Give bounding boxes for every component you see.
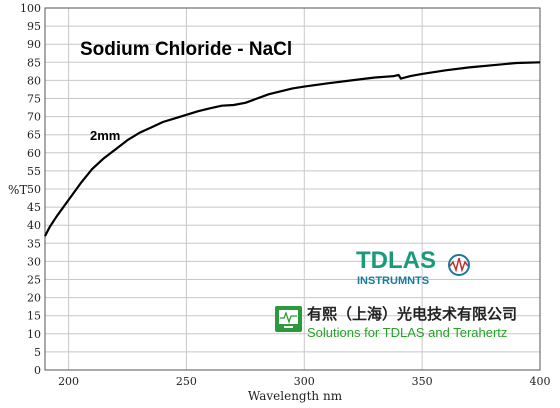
y-tick-label: 80 — [27, 74, 41, 87]
company-icon — [275, 306, 302, 332]
brand-subtitle: INSTRUMNTS — [357, 275, 429, 287]
y-tick-label: 35 — [27, 237, 41, 250]
y-tick-label: 85 — [27, 56, 41, 69]
y-tick-label: 100 — [20, 2, 41, 15]
y-tick-label: 65 — [27, 129, 41, 142]
y-tick-label: 5 — [34, 346, 41, 359]
y-tick-label: 95 — [27, 20, 41, 33]
y-axis-label: %T — [8, 183, 27, 197]
y-tick-label: 70 — [27, 111, 41, 124]
y-tick-labels: 0 5 10 15 20 25 30 35 40 45 50 55 60 65 70 75 80 85 90 95 10… — [20, 2, 41, 377]
company-name: 有熙（上海）光电技术有限公司 — [307, 305, 517, 323]
y-tick-label: 10 — [27, 328, 41, 341]
y-tick-label: 55 — [27, 165, 41, 178]
x-tick-label: 250 — [176, 375, 197, 388]
x-tick-label: 200 — [58, 375, 79, 388]
x-tick-label: 350 — [412, 375, 433, 388]
y-tick-label: 75 — [27, 93, 41, 106]
x-tick-label: 300 — [294, 375, 315, 388]
company-tagline: Solutions for TDLAS and Terahertz — [307, 325, 507, 340]
brand-name: TDLAS — [356, 247, 436, 274]
x-tick-labels: 200 250 300 350 400 — [58, 375, 550, 388]
thickness-annotation: 2mm — [90, 128, 120, 143]
y-tick-label: 20 — [27, 292, 41, 305]
y-tick-label: 45 — [27, 201, 41, 214]
series-line — [44, 61, 541, 237]
y-tick-label: 25 — [27, 274, 41, 287]
chart-title: Sodium Chloride - NaCl — [80, 39, 292, 60]
y-tick-label: 90 — [27, 38, 41, 51]
grid-lines — [45, 7, 541, 371]
wave-icon — [448, 254, 470, 276]
y-tick-label: 40 — [27, 219, 41, 232]
x-axis-label: Wavelength nm — [248, 389, 343, 403]
y-tick-label: 50 — [27, 183, 41, 196]
x-tick-label: 400 — [530, 375, 551, 388]
y-tick-label: 60 — [27, 147, 41, 160]
y-tick-label: 0 — [34, 364, 41, 377]
watermark-logo: TDLAS INSTRUMNTS 有熙（上海）光电技术有限公司 Solution… — [275, 247, 517, 340]
y-tick-label: 15 — [27, 310, 41, 323]
plot-frame — [44, 7, 541, 371]
y-tick-label: 30 — [27, 255, 41, 268]
